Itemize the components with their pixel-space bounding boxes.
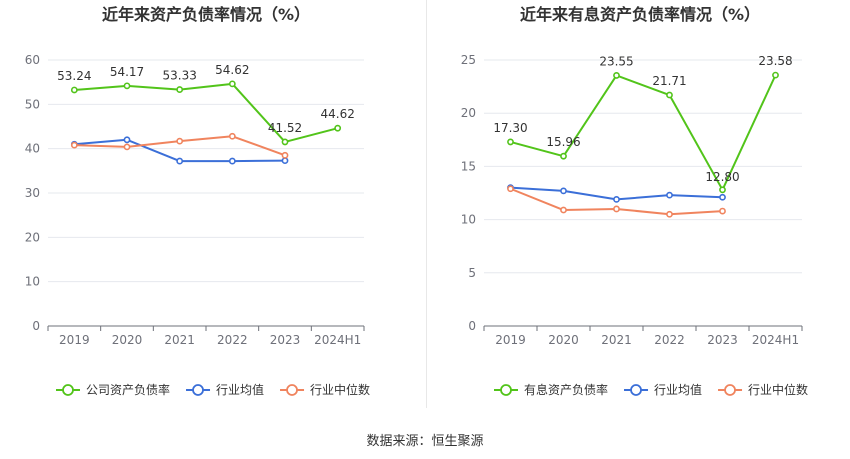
y-tick-label: 5 [468, 266, 476, 280]
data-point [719, 207, 726, 215]
x-tick-label: 2022 [217, 333, 248, 347]
y-tick-label: 60 [25, 53, 40, 67]
data-label: 17.30 [493, 121, 527, 135]
legend-label: 行业中位数 [748, 382, 808, 397]
data-label: 53.24 [57, 69, 91, 83]
x-tick-label: 2020 [548, 333, 579, 347]
data-label: 23.58 [758, 54, 792, 68]
data-point [176, 137, 184, 145]
x-tick-label: 2023 [270, 333, 301, 347]
data-point [123, 82, 131, 90]
data-point [281, 138, 289, 146]
data-point [70, 141, 78, 149]
y-tick-label: 10 [25, 275, 40, 289]
data-point [666, 210, 673, 218]
x-tick-label: 2019 [495, 333, 526, 347]
y-tick-label: 0 [32, 319, 40, 333]
x-tick-label: 2024H1 [314, 333, 361, 347]
data-label: 41.52 [268, 121, 302, 135]
data-source-note: 数据来源：恒生聚源 [366, 434, 484, 449]
y-tick-label: 0 [468, 319, 476, 333]
data-point [281, 157, 289, 165]
legend-marker [62, 384, 74, 396]
legend-marker [192, 384, 204, 396]
data-point [507, 138, 514, 146]
data-point [281, 151, 289, 159]
legend-marker [286, 384, 298, 396]
data-point [613, 205, 620, 213]
legend-marker [724, 384, 736, 396]
data-label: 44.62 [320, 107, 354, 121]
y-tick-label: 40 [25, 142, 40, 156]
data-point [176, 86, 184, 93]
x-tick-label: 2021 [164, 333, 195, 347]
y-tick-label: 10 [461, 213, 476, 227]
data-label: 21.71 [652, 74, 686, 88]
x-tick-label: 2020 [112, 333, 143, 347]
y-tick-label: 15 [461, 159, 476, 173]
data-point [507, 185, 514, 193]
legend-label: 有息资产负债率 [524, 382, 608, 397]
data-label: 12.80 [705, 170, 739, 184]
data-point [613, 72, 620, 79]
data-point [666, 91, 673, 99]
data-point [123, 143, 131, 151]
data-point [666, 191, 673, 199]
chart-1: 近年来资产负债率情况（%） 0 10 20 30 40 50 60 2019 2020 2021 20… [25, 5, 370, 397]
data-label: 15.96 [546, 135, 580, 149]
data-point [560, 206, 567, 214]
y-tick-label: 25 [461, 53, 476, 67]
legend-label: 行业中位数 [310, 382, 370, 397]
data-point [719, 193, 726, 201]
data-point [334, 124, 342, 132]
data-label: 54.62 [215, 63, 249, 77]
chart-title: 近年来有息资产负债率情况（%） [520, 5, 760, 24]
legend-marker [500, 384, 512, 396]
legend-label: 行业均值 [216, 382, 264, 397]
data-point [613, 195, 620, 203]
series-line [510, 74, 777, 191]
panel-divider [426, 0, 427, 408]
data-point [70, 86, 78, 94]
y-tick-label: 30 [25, 186, 40, 200]
x-tick-label: 2024H1 [752, 333, 799, 347]
data-point [560, 152, 567, 160]
x-tick-label: 2021 [601, 333, 632, 347]
data-point [228, 80, 236, 88]
data-label: 23.55 [599, 54, 633, 68]
y-tick-label: 50 [25, 97, 40, 111]
chart-title: 近年来资产负债率情况（%） [102, 5, 310, 24]
data-point [228, 157, 236, 165]
data-label: 53.33 [162, 69, 196, 83]
series-line [74, 82, 338, 143]
data-point [123, 136, 131, 144]
y-tick-label: 20 [461, 106, 476, 120]
legend-label: 公司资产负债率 [86, 382, 170, 397]
data-point [772, 71, 779, 79]
chart-2: 近年来有息资产负债率情况（%） 0 5 10 15 20 25 2019 2020 2021 202… [461, 5, 808, 397]
data-point [176, 157, 184, 165]
data-point [719, 186, 726, 194]
x-tick-label: 2019 [59, 333, 90, 347]
x-tick-label: 2023 [707, 333, 738, 347]
legend-marker [630, 384, 642, 396]
x-tick-label: 2022 [654, 333, 685, 347]
data-point [560, 187, 567, 195]
data-point [228, 132, 236, 140]
legend-label: 行业均值 [654, 382, 702, 397]
data-label: 54.17 [110, 65, 144, 79]
y-tick-label: 20 [25, 230, 40, 244]
